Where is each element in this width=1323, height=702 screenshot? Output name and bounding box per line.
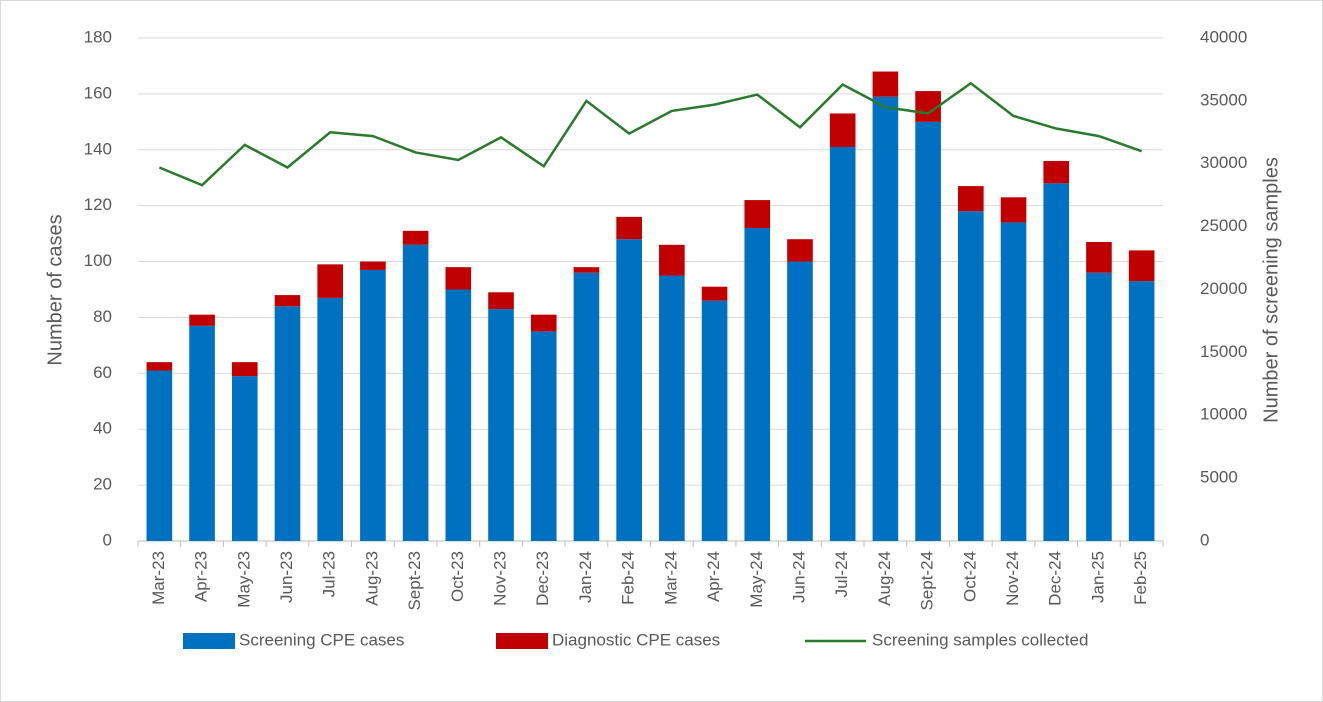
x-tick-label: Mar-24 [661,551,680,605]
x-tick-label: Mar-23 [149,551,168,605]
y-tick-label: 60 [93,363,112,382]
bar [1043,183,1070,542]
bar [701,300,728,541]
y2-tick-label: 40000 [1200,27,1247,46]
y2-tick-label: 5000 [1200,468,1238,487]
bar [1128,250,1155,282]
bar [872,96,899,541]
y2-tick-label: 35000 [1200,90,1247,109]
legend-label: Screening samples collected [872,630,1088,649]
x-tick-label: Jun-23 [277,551,296,603]
bar [360,261,386,270]
bar [402,230,429,245]
bar [616,216,642,240]
y2-tick-label: 20000 [1200,279,1247,298]
bar [958,211,984,541]
bar [231,376,258,541]
line [158,81,1143,187]
x-tick-label: Aug-24 [875,551,894,606]
y-tick-label: 180 [84,27,112,46]
bar [488,309,514,541]
x-tick-label: Dec-23 [533,551,552,606]
y-tick-label: 140 [84,139,112,158]
x-tick-label: Nov-23 [491,551,510,606]
bar [829,113,856,147]
y-tick-label: 20 [93,475,112,494]
y2-tick-label: 0 [1200,530,1209,549]
bar [445,289,472,541]
y2-tick-label: 25000 [1200,216,1247,235]
bar [616,239,642,541]
legend-label: Screening CPE cases [239,630,404,649]
x-tick-label: Oct-24 [960,551,979,602]
y-tick-label: 120 [84,195,112,214]
bar [659,244,685,276]
bar [744,200,771,229]
bar [445,267,472,290]
x-tick-label: May-23 [234,551,253,608]
x-tick-label: Jul-24 [832,551,851,597]
x-tick-label: Jan-24 [576,551,595,603]
legend-swatch [183,633,235,649]
y2-tick-label: 10000 [1200,405,1247,424]
bar [146,370,173,541]
x-tick-label: Apr-23 [192,551,211,602]
bar [530,331,557,541]
bar [659,275,685,541]
bar [701,286,728,301]
bar [1000,222,1027,541]
x-tick-label: Nov-24 [1003,551,1022,606]
legend-label: Diagnostic CPE cases [552,630,720,649]
bar [787,239,813,262]
y-tick-label: 40 [93,419,112,438]
bar [274,295,301,307]
x-tick-label: Sept-24 [918,551,937,611]
bar [488,292,514,310]
legend-swatch [496,633,548,649]
bar [744,228,771,541]
y-tick-label: 80 [93,307,112,326]
x-tick-label: Feb-25 [1131,551,1150,605]
bar [189,325,215,541]
x-tick-label: Oct-23 [448,551,467,602]
bar [360,269,386,541]
y-tick-label: 160 [84,83,112,102]
bar [958,186,984,212]
y2-tick-label: 30000 [1200,153,1247,172]
x-tick-label: Apr-24 [704,551,723,602]
bar [1086,272,1112,541]
y-tick-label: 0 [103,530,112,549]
bar [787,261,813,541]
x-tick-label: Jul-23 [320,551,339,597]
bar [189,314,215,326]
x-tick-label: Feb-24 [619,551,638,605]
x-tick-label: Sept-23 [405,551,424,611]
bar [146,362,173,371]
bar [872,71,899,97]
x-tick-label: Dec-24 [1046,551,1065,606]
x-tick-label: Jun-24 [789,551,808,603]
x-tick-label: Jan-25 [1088,551,1107,603]
bar [231,362,258,377]
y2-axis-title: Number of screening samples [1260,157,1282,423]
bar [1043,160,1070,184]
bar [1000,197,1027,223]
y2-tick-label: 15000 [1200,342,1247,361]
bar [317,264,343,298]
x-tick-label: Aug-23 [362,551,381,606]
bar [1128,281,1155,541]
bar [915,121,941,541]
bar [573,272,600,541]
bar [402,244,429,542]
bar [530,314,557,332]
bar [317,297,343,541]
bar [274,306,301,541]
y-tick-label: 100 [84,251,112,270]
bar [829,146,856,541]
bar [1086,241,1112,273]
bar [573,267,600,273]
x-tick-label: May-24 [747,551,766,608]
y-axis-title: Number of cases [44,214,66,365]
